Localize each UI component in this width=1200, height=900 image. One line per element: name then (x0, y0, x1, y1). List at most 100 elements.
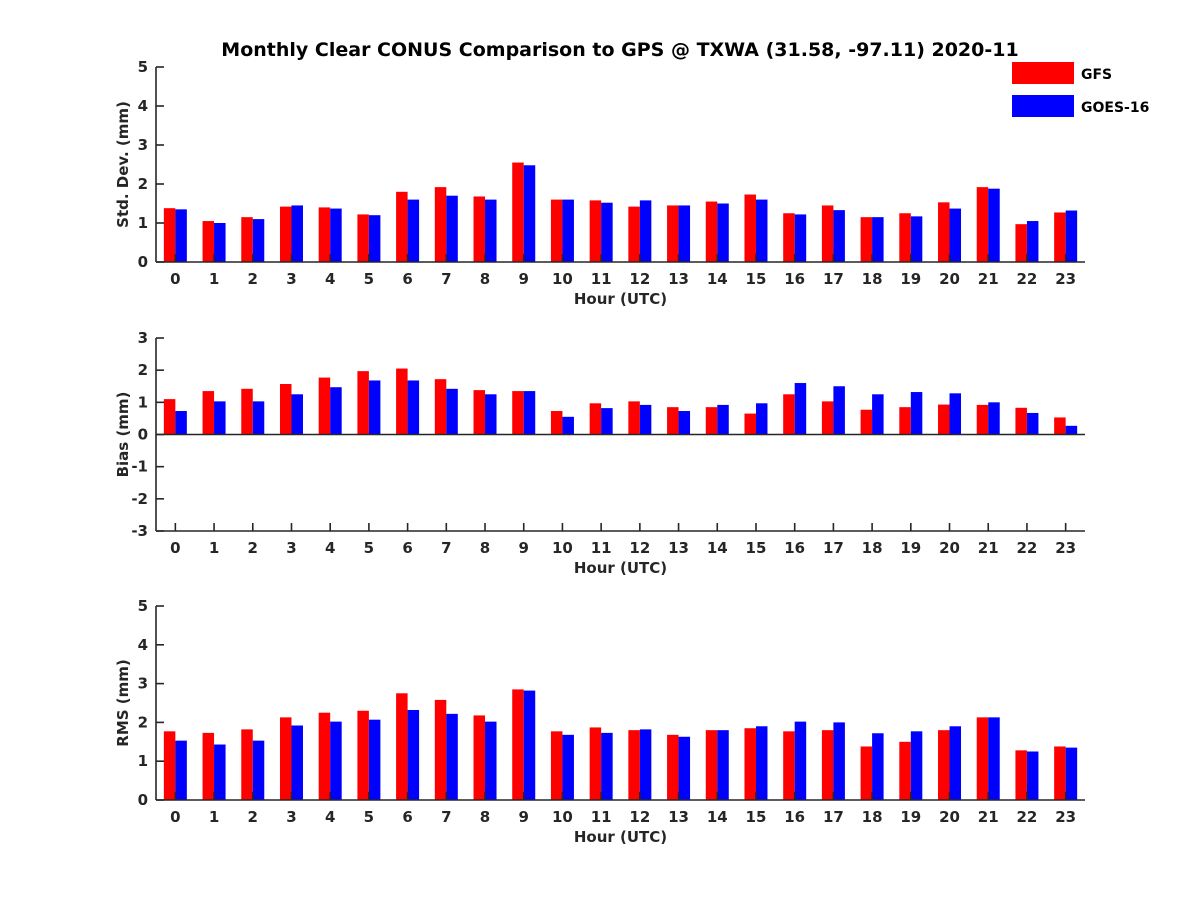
x-tick-label: 11 (591, 270, 612, 288)
y-tick-label: 2 (138, 361, 148, 379)
x-tick-label: 15 (746, 808, 767, 826)
bar-goes16-hour-16 (794, 214, 807, 262)
bar-goes16-hour-4 (330, 721, 342, 800)
bar-goes16-hour-9 (523, 391, 536, 435)
bar-gfs-hour-17 (821, 205, 834, 262)
bar-gfs-hour-1 (202, 221, 215, 262)
bar-gfs-hour-11 (589, 727, 602, 800)
bar-goes16-hour-8 (485, 721, 497, 800)
bar-goes16-hour-12 (639, 200, 652, 262)
bar-goes16-hour-8 (485, 199, 497, 262)
bar-goes16-hour-15 (755, 726, 768, 800)
x-tick-label: 1 (209, 808, 219, 826)
x-tick-label: 17 (823, 270, 844, 288)
x-tick-label: 19 (900, 808, 921, 826)
bar-goes16-hour-10 (562, 734, 574, 800)
bar-gfs-hour-3 (279, 384, 292, 435)
x-tick-label: 12 (629, 270, 650, 288)
bar-goes16-hour-4 (330, 208, 342, 262)
bar-goes16-hour-17 (833, 386, 845, 435)
bar-gfs-hour-14 (705, 730, 718, 800)
bar-goes16-hour-5 (368, 719, 381, 800)
bar-goes16-hour-12 (639, 404, 652, 435)
x-tick-label: 7 (441, 539, 451, 557)
bar-gfs-hour-1 (202, 732, 215, 800)
bar-gfs-hour-3 (279, 206, 292, 262)
x-tick-label: 7 (441, 808, 451, 826)
bar-gfs-hour-5 (357, 214, 369, 262)
y-tick-label: 0 (138, 791, 148, 809)
bar-goes16-hour-17 (833, 722, 845, 800)
x-tick-label: 22 (1017, 808, 1038, 826)
bar-gfs-hour-0 (163, 399, 176, 435)
x-tick-label: 18 (862, 270, 883, 288)
x-tick-label: 6 (402, 539, 412, 557)
bar-goes16-hour-13 (678, 736, 691, 800)
bar-gfs-hour-15 (744, 728, 756, 800)
bar-gfs-hour-19 (899, 407, 911, 435)
x-tick-label: 13 (668, 270, 689, 288)
x-tick-label: 5 (364, 270, 374, 288)
x-tick-label: 5 (364, 808, 374, 826)
bar-goes16-hour-0 (175, 411, 187, 435)
x-tick-label: 21 (978, 808, 999, 826)
x-tick-label: 2 (248, 539, 258, 557)
x-tick-label: 20 (939, 270, 960, 288)
x-tick-label: 19 (900, 539, 921, 557)
bar-goes16-hour-17 (833, 210, 845, 262)
bar-goes16-hour-2 (252, 219, 265, 262)
x-tick-label: 22 (1017, 539, 1038, 557)
y-tick-label: 2 (138, 713, 148, 731)
bar-gfs-hour-7 (434, 379, 447, 435)
bar-goes16-hour-14 (717, 203, 729, 262)
y-tick-label: 3 (138, 675, 148, 693)
bar-gfs-hour-7 (434, 699, 447, 800)
bar-gfs-hour-5 (357, 710, 369, 800)
bar-goes16-hour-12 (639, 729, 652, 800)
legend-swatch-gfs (1012, 62, 1074, 84)
bar-gfs-hour-1 (202, 391, 215, 435)
bar-goes16-hour-21 (988, 402, 1000, 435)
bar-gfs-hour-6 (396, 191, 408, 262)
x-axis-label: Hour (UTC) (574, 828, 667, 846)
bar-gfs-hour-0 (163, 731, 176, 800)
x-tick-label: 18 (862, 808, 883, 826)
y-tick-label: 1 (138, 214, 148, 232)
y-tick-label: 0 (138, 426, 148, 444)
bar-goes16-hour-2 (252, 740, 265, 800)
bar-goes16-hour-8 (485, 394, 497, 435)
bar-gfs-hour-22 (1015, 407, 1027, 435)
bar-gfs-hour-10 (550, 731, 563, 800)
y-axis-label: Bias (mm) (114, 392, 132, 478)
bar-gfs-hour-8 (473, 715, 486, 800)
bar-goes16-hour-7 (446, 195, 458, 262)
y-axis-label: Std. Dev. (mm) (114, 101, 132, 228)
x-tick-label: 8 (480, 539, 490, 557)
bar-gfs-hour-3 (279, 717, 292, 800)
bar-goes16-hour-10 (562, 199, 574, 262)
bar-goes16-hour-21 (988, 188, 1000, 262)
bar-goes16-hour-2 (252, 401, 265, 435)
bar-gfs-hour-18 (860, 746, 873, 800)
bar-gfs-hour-14 (705, 407, 718, 435)
x-tick-label: 20 (939, 808, 960, 826)
bar-goes16-hour-11 (601, 408, 613, 435)
x-tick-label: 17 (823, 808, 844, 826)
x-tick-label: 13 (668, 808, 689, 826)
x-tick-label: 1 (209, 270, 219, 288)
y-tick-label: -2 (131, 490, 148, 508)
x-tick-label: 4 (325, 808, 335, 826)
bar-goes16-hour-5 (368, 215, 381, 262)
bar-goes16-hour-22 (1026, 751, 1039, 800)
x-tick-label: 8 (480, 808, 490, 826)
x-tick-label: 19 (900, 270, 921, 288)
x-tick-label: 12 (629, 808, 650, 826)
bar-gfs-hour-14 (705, 201, 718, 262)
bar-goes16-hour-15 (755, 199, 768, 262)
x-tick-label: 8 (480, 270, 490, 288)
bar-gfs-hour-15 (744, 413, 756, 435)
y-tick-label: -1 (131, 458, 148, 476)
bar-goes16-hour-9 (523, 165, 536, 262)
bar-goes16-hour-16 (794, 383, 807, 435)
